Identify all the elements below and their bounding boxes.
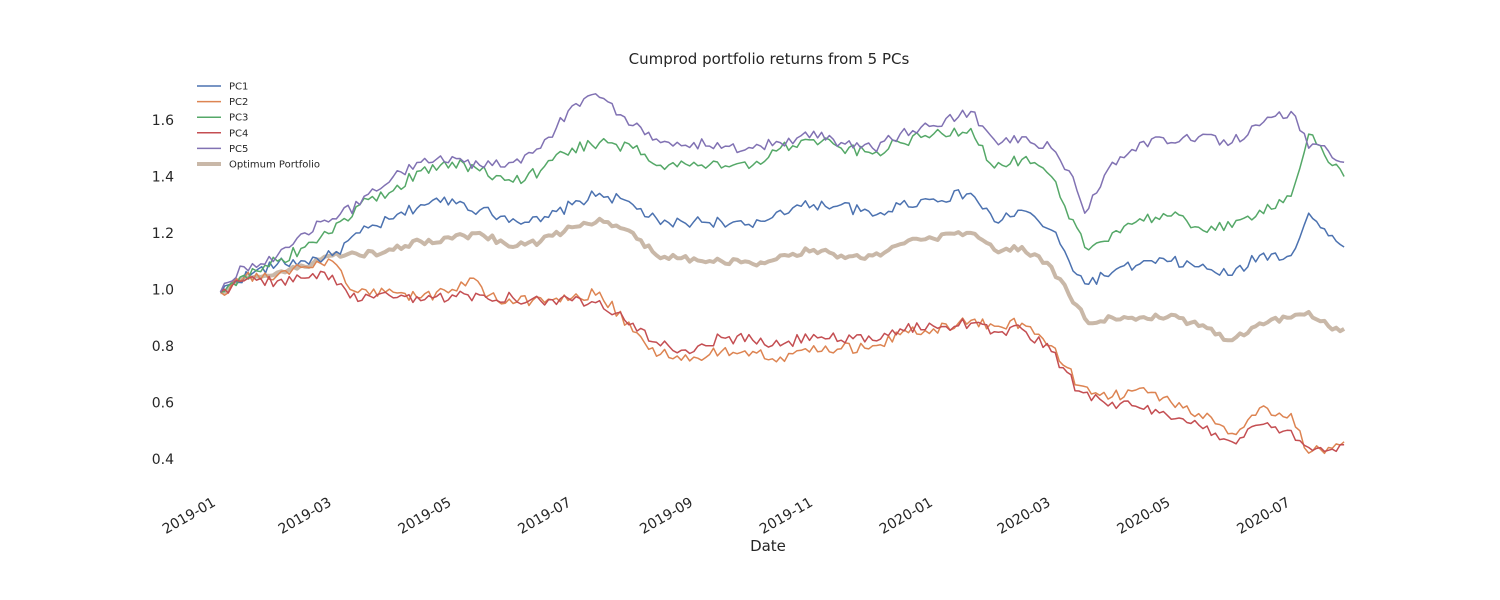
legend-label: PC3	[229, 113, 248, 124]
y-tick-label: 1.0	[152, 282, 174, 298]
x-tick-label: 2019-11	[757, 495, 816, 538]
legend-label: Optimum Portfolio	[229, 160, 320, 171]
y-tick-label: 0.8	[152, 339, 174, 355]
y-tick-label: 0.6	[152, 395, 174, 411]
x-tick-label: 2019-09	[637, 495, 696, 538]
legend-label: PC5	[229, 144, 248, 155]
x-tick-label: 2020-05	[1115, 495, 1174, 538]
x-tick-label: 2019-05	[396, 495, 455, 538]
legend-label: PC2	[229, 97, 248, 108]
y-tick-label: 1.2	[152, 226, 174, 242]
legend-label: PC1	[229, 82, 248, 93]
series-line-optimum-portfolio	[220, 216, 1346, 343]
x-tick-label: 2020-03	[995, 495, 1054, 538]
series-line-pc1	[219, 189, 1345, 293]
x-tick-label: 2019-03	[276, 495, 335, 538]
plot-area	[219, 93, 1346, 455]
x-tick-label: 2020-01	[877, 495, 936, 538]
y-tick-label: 1.6	[152, 113, 174, 129]
series-line-pc2	[219, 258, 1345, 455]
y-tick-label: 0.4	[152, 452, 174, 468]
legend-label: PC4	[229, 128, 248, 139]
chart-title: Cumprod portfolio returns from 5 PCs	[629, 50, 910, 68]
y-axis: 0.4 0.6 0.8 1.0 1.2 1.4 1.6	[152, 113, 174, 468]
x-tick-label: 2019-01	[160, 495, 219, 538]
x-axis: 2019-01 2019-03 2019-05 2019-07 2019-09 2019-…	[160, 495, 1293, 538]
x-tick-label: 2020-07	[1234, 495, 1293, 538]
legend: PC1 PC2 PC3 PC4 PC5 Optimum Portfolio	[197, 82, 320, 171]
y-tick-label: 1.4	[152, 169, 174, 185]
series-line-pc5	[219, 93, 1345, 293]
series-line-pc3	[220, 127, 1345, 293]
x-axis-label: Date	[750, 537, 786, 555]
series-line-pc4	[219, 270, 1345, 453]
x-tick-label: 2019-07	[515, 495, 574, 538]
